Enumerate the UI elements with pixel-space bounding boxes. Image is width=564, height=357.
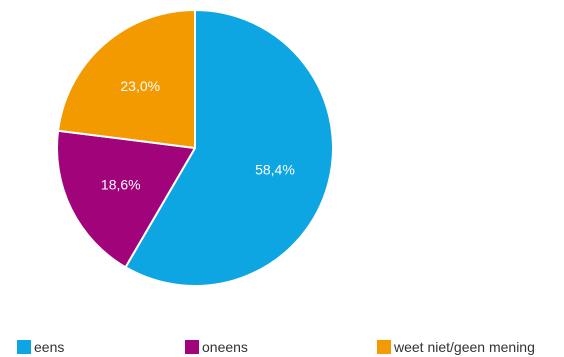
pie-slice-2 bbox=[56, 129, 196, 269]
pie-slices bbox=[56, 9, 334, 287]
slice-label-3: 23,0% bbox=[120, 78, 160, 94]
legend-label-3: weet niet/geen mening bbox=[393, 339, 535, 355]
slice-label-1: 58,4% bbox=[255, 162, 295, 178]
legend-swatch-3 bbox=[377, 340, 391, 354]
pie-slice-3 bbox=[57, 9, 196, 149]
legend-label-1: eens bbox=[34, 339, 64, 355]
pie-slice-labels: 58,4% 18,6% 23,0% bbox=[101, 78, 295, 193]
legend: eens oneens weet niet/geen mening bbox=[17, 339, 535, 355]
legend-swatch-1 bbox=[17, 340, 31, 354]
pie-slice-1 bbox=[124, 9, 334, 287]
slice-label-2: 18,6% bbox=[101, 177, 141, 193]
legend-label-2: oneens bbox=[202, 339, 248, 355]
legend-swatch-2 bbox=[185, 340, 199, 354]
